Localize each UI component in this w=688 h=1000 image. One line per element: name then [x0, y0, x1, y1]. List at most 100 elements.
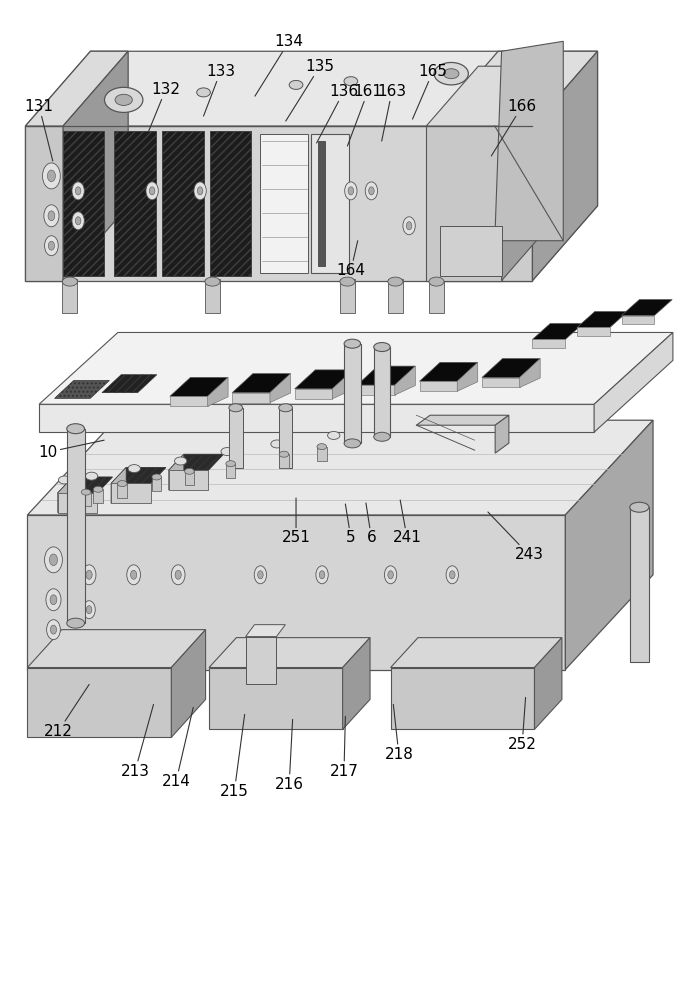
Circle shape: [76, 187, 81, 195]
Polygon shape: [169, 454, 224, 470]
Text: 213: 213: [120, 704, 153, 779]
Text: 135: 135: [286, 59, 334, 121]
Circle shape: [146, 182, 158, 200]
Polygon shape: [533, 51, 598, 281]
Ellipse shape: [67, 424, 85, 434]
Ellipse shape: [279, 404, 292, 412]
Polygon shape: [208, 377, 228, 406]
Circle shape: [316, 566, 328, 584]
Bar: [630, 507, 649, 662]
Polygon shape: [39, 332, 673, 404]
Circle shape: [127, 565, 140, 585]
Bar: [118, 484, 127, 498]
Circle shape: [385, 566, 397, 584]
Ellipse shape: [81, 489, 91, 495]
Circle shape: [44, 205, 59, 227]
Polygon shape: [357, 385, 395, 395]
Text: 243: 243: [488, 512, 544, 562]
Polygon shape: [621, 300, 672, 316]
Ellipse shape: [279, 451, 289, 457]
Bar: [114, 131, 155, 276]
Bar: [81, 492, 91, 506]
Circle shape: [175, 570, 181, 579]
Ellipse shape: [344, 439, 361, 448]
Ellipse shape: [63, 277, 78, 286]
Polygon shape: [169, 454, 184, 490]
Circle shape: [149, 187, 155, 195]
Bar: [152, 477, 162, 491]
Bar: [229, 408, 243, 468]
Circle shape: [131, 570, 137, 579]
Bar: [318, 141, 325, 266]
Text: 131: 131: [25, 99, 54, 161]
Polygon shape: [502, 66, 554, 281]
Ellipse shape: [271, 440, 283, 448]
Circle shape: [449, 571, 455, 579]
Polygon shape: [25, 51, 128, 126]
Bar: [260, 134, 308, 273]
Circle shape: [86, 606, 92, 614]
Text: 5: 5: [345, 504, 356, 545]
Polygon shape: [58, 493, 98, 513]
Polygon shape: [28, 630, 206, 668]
Circle shape: [319, 571, 325, 579]
Bar: [311, 134, 349, 273]
Circle shape: [50, 595, 57, 605]
Ellipse shape: [340, 277, 355, 286]
Circle shape: [76, 217, 81, 225]
Polygon shape: [535, 638, 562, 729]
Polygon shape: [533, 323, 583, 339]
Ellipse shape: [327, 431, 340, 439]
Ellipse shape: [444, 69, 459, 79]
Circle shape: [197, 187, 203, 195]
Circle shape: [365, 182, 378, 200]
Text: 133: 133: [204, 64, 235, 116]
Ellipse shape: [197, 88, 211, 97]
Circle shape: [48, 241, 54, 250]
Bar: [94, 489, 103, 503]
Text: 166: 166: [491, 99, 537, 156]
Circle shape: [45, 236, 58, 256]
Polygon shape: [209, 638, 370, 668]
Text: 252: 252: [508, 697, 537, 752]
Text: 165: 165: [413, 64, 448, 119]
Polygon shape: [54, 380, 109, 398]
Polygon shape: [332, 370, 353, 399]
Bar: [211, 131, 252, 276]
Text: 6: 6: [366, 503, 376, 545]
Polygon shape: [594, 332, 673, 432]
Bar: [429, 279, 444, 313]
Circle shape: [50, 554, 58, 566]
Polygon shape: [171, 630, 206, 737]
Text: 161: 161: [347, 84, 383, 146]
Bar: [279, 408, 292, 468]
Polygon shape: [25, 51, 598, 126]
Polygon shape: [440, 226, 502, 276]
Circle shape: [86, 570, 92, 579]
Polygon shape: [420, 362, 477, 381]
Polygon shape: [343, 638, 370, 729]
Circle shape: [194, 182, 206, 200]
Ellipse shape: [105, 87, 143, 112]
Text: 216: 216: [275, 719, 303, 792]
Polygon shape: [25, 126, 533, 281]
Polygon shape: [495, 41, 563, 241]
Text: 241: 241: [393, 500, 422, 545]
Circle shape: [46, 589, 61, 611]
Bar: [340, 279, 355, 313]
Polygon shape: [458, 362, 477, 391]
Polygon shape: [58, 477, 113, 493]
Circle shape: [388, 571, 394, 579]
Polygon shape: [391, 668, 535, 729]
Circle shape: [345, 182, 357, 200]
Polygon shape: [233, 374, 290, 393]
Ellipse shape: [184, 468, 194, 474]
Ellipse shape: [175, 457, 187, 465]
Circle shape: [257, 571, 264, 579]
Polygon shape: [111, 467, 126, 503]
Ellipse shape: [115, 94, 132, 105]
Polygon shape: [233, 393, 270, 403]
Ellipse shape: [317, 444, 327, 450]
Ellipse shape: [374, 432, 390, 441]
Polygon shape: [170, 377, 228, 396]
